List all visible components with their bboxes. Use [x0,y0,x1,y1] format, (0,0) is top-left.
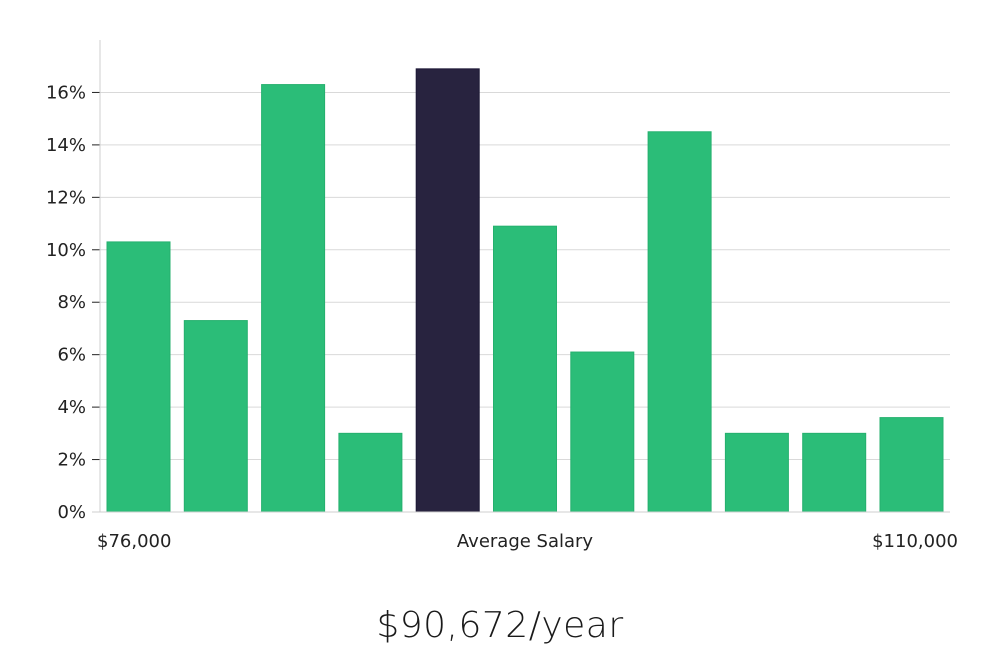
x-axis-title: Average Salary [457,531,594,552]
bar [183,320,248,513]
y-axis-ticks: 0% 2% 4% 6% 8% 10% 12% 14% 16% [46,82,100,523]
y-tick-label: 16% [46,82,86,103]
y-tick-label: 6% [57,345,86,366]
y-tick-label: 12% [46,187,86,208]
bar [570,351,635,513]
y-tick-label: 0% [57,502,86,523]
bar [493,225,557,513]
y-tick-label: 14% [46,135,86,156]
y-tick-label: 10% [46,240,86,261]
y-tick-label: 8% [57,292,86,313]
bar [106,241,171,513]
x-min-label: $76,000 [97,531,171,552]
salary-histogram-chart: 0% 2% 4% 6% 8% 10% 12% 14% 16% $76,000 Average S… [46,40,958,552]
bar [647,131,712,513]
x-max-label: $110,000 [872,531,958,552]
bar [802,432,867,513]
bar [338,432,403,513]
bar [724,432,789,513]
y-tick-label: 4% [57,397,86,418]
bars [106,68,944,513]
y-tick-label: 2% [57,450,86,471]
bar [879,417,944,513]
bar-highlighted [415,68,480,513]
bar [261,84,326,513]
average-salary-value: $90,672/year [376,605,624,646]
